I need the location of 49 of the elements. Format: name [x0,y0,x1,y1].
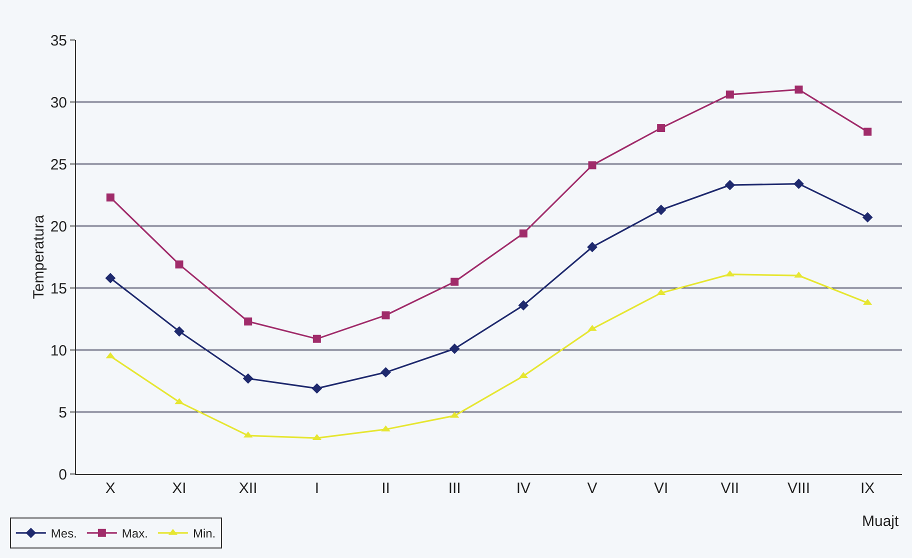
x-tick-label: XII [238,480,258,497]
y-tick-label: 25 [50,156,67,174]
point [724,180,736,190]
x-tick-label: III [448,480,461,497]
x-tick-label: V [587,480,598,497]
point [242,373,254,384]
x-tick-label: VII [720,480,740,497]
x-axis-title: Muajt [862,513,900,530]
point [382,311,390,320]
point [312,383,322,394]
x-tick-label: X [105,480,116,497]
point [450,278,459,286]
legend-label: Mes. [50,526,77,541]
point [174,326,184,337]
y-tick-label: 35 [50,32,67,50]
y-tick-label: 15 [50,280,67,298]
point [864,128,872,136]
y-tick-label: 20 [50,218,67,236]
point [794,86,803,94]
point [106,193,114,202]
y-tick-label: 10 [50,342,67,360]
point [380,367,391,378]
point [794,178,804,190]
point [862,212,873,223]
x-tick-label: VI [654,480,668,497]
point [656,204,666,216]
point [312,334,321,343]
y-axis-title: Temperatura [30,214,48,300]
point [657,124,666,132]
x-tick-label: I [314,480,320,497]
y-tick-label: 30 [50,94,67,112]
point [518,300,529,311]
point [449,344,460,354]
legend-label: Min. [192,526,216,541]
x-tick-label: VIII [787,480,810,497]
point [244,317,252,326]
y-tick-label: 0 [58,466,67,484]
y-tick-label: 5 [58,404,67,422]
point [175,260,184,268]
point [519,229,528,238]
legend-label: Max. [122,526,148,541]
x-tick-label: IX [860,480,875,497]
x-tick-label: II [382,480,390,497]
x-tick-label: XI [172,480,186,497]
point [105,272,116,284]
x-tick-label: IV [516,480,531,497]
point [587,242,598,252]
point [588,161,596,170]
point [726,90,734,99]
